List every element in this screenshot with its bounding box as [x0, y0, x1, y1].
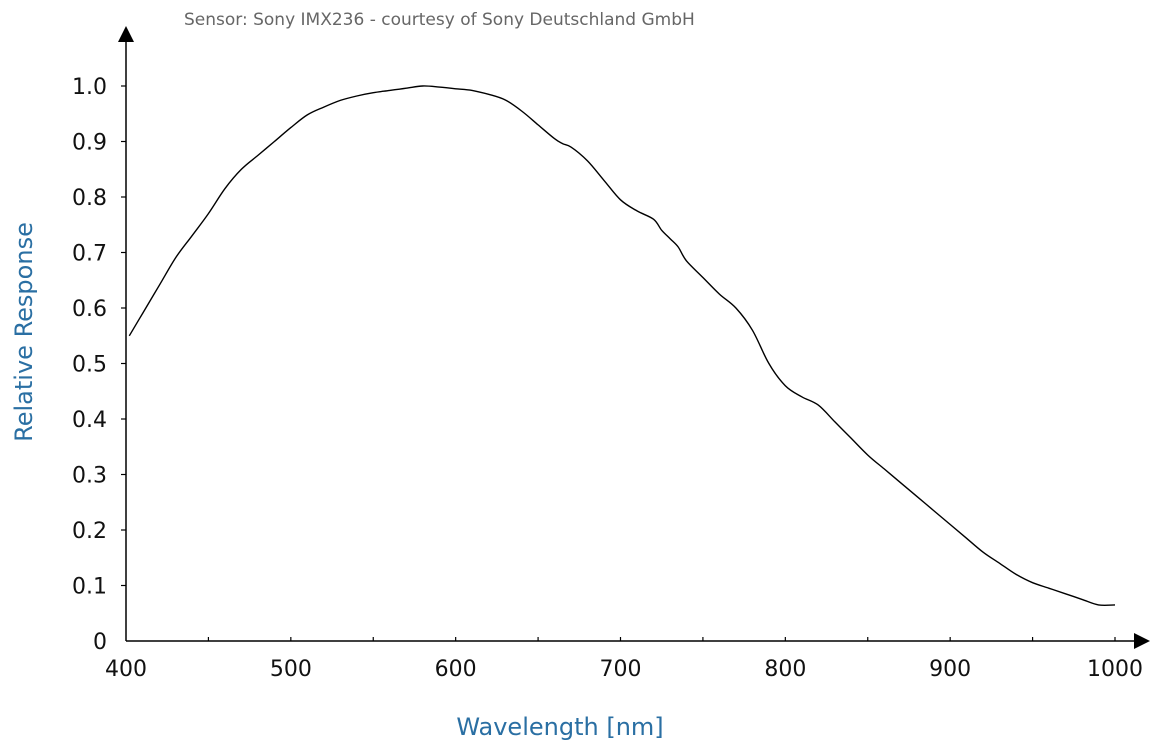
y-tick-label: 0.1: [72, 575, 107, 600]
series-line-relative-response: [128, 85, 1116, 606]
y-tick-label: 0.5: [72, 353, 107, 378]
y-tick-label: 0.9: [72, 131, 107, 156]
chart-subtitle: Sensor: Sony IMX236 - courtesy of Sony D…: [184, 10, 695, 30]
x-tick-label: 400: [105, 657, 147, 682]
y-tick-label: 0.3: [72, 464, 107, 489]
x-tick-label: 600: [435, 657, 477, 682]
x-tick-label: 700: [600, 657, 642, 682]
y-tick-label: 0.6: [72, 297, 107, 322]
x-tick-label: 900: [929, 657, 971, 682]
x-tick-label: 1000: [1087, 657, 1143, 682]
x-tick-label: 800: [764, 657, 806, 682]
x-ticks: 400 500 600 700 800 900 1000: [105, 637, 1143, 682]
x-tick-label: 500: [270, 657, 312, 682]
x-axis-arrow: [1134, 633, 1150, 649]
y-tick-label: 0.8: [72, 186, 107, 211]
y-axis-arrow: [118, 26, 134, 42]
y-axis-title: Relative Response: [10, 222, 38, 442]
y-tick-label: 0.7: [72, 242, 107, 267]
y-ticks: 0 0.1 0.2 0.3 0.4 0.5 0.6 0.7 0.8 0.9 1.0: [72, 75, 126, 655]
y-tick-label: 0.2: [72, 519, 107, 544]
y-tick-label: 1.0: [72, 75, 107, 100]
y-tick-label: 0: [93, 630, 107, 655]
x-axis-title: Wavelength [nm]: [456, 713, 663, 741]
y-tick-label: 0.4: [72, 408, 107, 433]
